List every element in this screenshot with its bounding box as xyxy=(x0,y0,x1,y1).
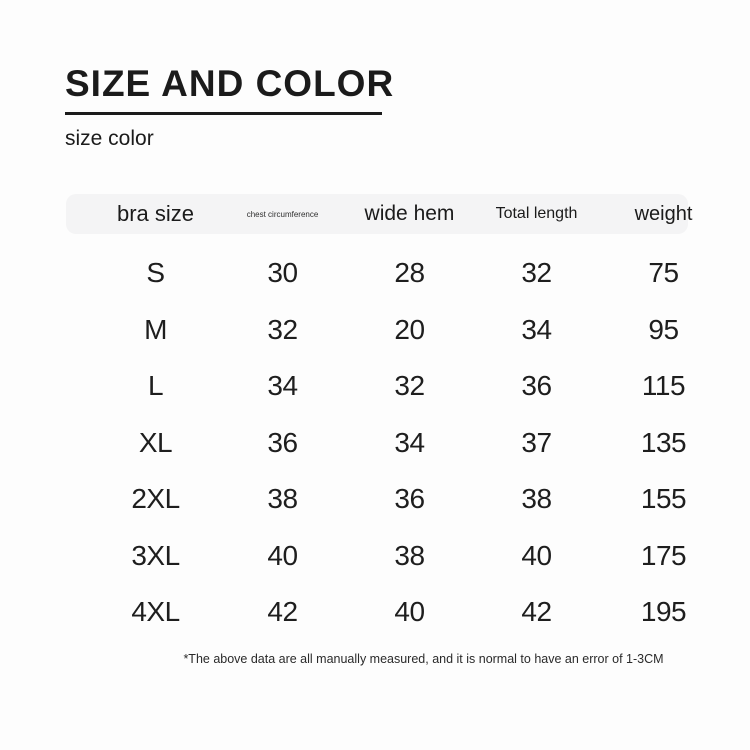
cell-chest: 34 xyxy=(267,370,298,402)
table-row-m: M 32 20 34 95 xyxy=(92,302,727,359)
cell-total-length: 40 xyxy=(521,539,552,571)
table-row-3xl: 3XL 40 38 40 175 xyxy=(92,528,727,585)
page-title: SIZE AND COLOR xyxy=(65,63,395,104)
cell-weight: 135 xyxy=(640,426,687,458)
cell-total-length: 32 xyxy=(521,257,552,289)
cell-size: L xyxy=(147,370,164,402)
cell-weight: 95 xyxy=(648,313,679,345)
cell-wide-hem: 32 xyxy=(394,370,425,402)
table-row-2xl: 2XL 38 36 38 155 xyxy=(92,471,727,528)
cell-size: 3XL xyxy=(131,539,180,571)
column-header-bra-size: bra size xyxy=(116,201,195,226)
table-row-s: S 30 28 32 75 xyxy=(92,245,727,302)
cell-weight: 115 xyxy=(641,370,686,402)
cell-size: XL xyxy=(138,426,173,458)
cell-total-length: 36 xyxy=(521,370,552,402)
cell-wide-hem: 40 xyxy=(394,596,425,628)
table-body: S 30 28 32 75 M 32 20 34 95 L 34 32 36 1… xyxy=(92,245,727,641)
cell-weight: 75 xyxy=(648,257,679,289)
cell-weight: 175 xyxy=(640,539,687,571)
cell-total-length: 37 xyxy=(521,426,552,458)
cell-weight: 155 xyxy=(640,483,687,515)
page-subtitle: size color xyxy=(65,127,154,150)
cell-chest: 36 xyxy=(267,426,298,458)
cell-chest: 30 xyxy=(267,257,298,289)
cell-size: M xyxy=(144,313,167,345)
cell-wide-hem: 28 xyxy=(394,257,425,289)
cell-chest: 38 xyxy=(267,483,298,515)
table-row-l: L 34 32 36 115 xyxy=(92,358,727,415)
cell-wide-hem: 20 xyxy=(394,313,425,345)
cell-weight: 195 xyxy=(640,596,687,628)
column-header-weight: weight xyxy=(634,202,693,225)
cell-wide-hem: 38 xyxy=(394,539,425,571)
cell-wide-hem: 34 xyxy=(394,426,425,458)
measurement-disclaimer: *The above data are all manually measure… xyxy=(183,652,664,666)
column-header-chest-circumference: chest circumference xyxy=(246,209,319,219)
cell-chest: 32 xyxy=(267,313,298,345)
size-table: bra size chest circumference wide hem To… xyxy=(66,194,727,666)
cell-size: 2XL xyxy=(131,483,180,515)
cell-total-length: 34 xyxy=(521,313,552,345)
table-row-xl: XL 36 34 37 135 xyxy=(92,415,727,472)
table-header-background xyxy=(66,194,688,234)
cell-chest: 40 xyxy=(267,539,298,571)
cell-total-length: 42 xyxy=(521,596,552,628)
column-header-total-length: Total length xyxy=(495,205,578,222)
cell-total-length: 38 xyxy=(521,483,552,515)
cell-wide-hem: 36 xyxy=(394,483,425,515)
table-header-row: bra size chest circumference wide hem To… xyxy=(92,194,727,234)
table-row-4xl: 4XL 42 40 42 195 xyxy=(92,584,727,641)
cell-chest: 42 xyxy=(267,596,298,628)
title-underline xyxy=(65,112,382,115)
column-header-wide-hem: wide hem xyxy=(364,202,455,225)
cell-size: S xyxy=(146,257,165,289)
cell-size: 4XL xyxy=(131,596,180,628)
